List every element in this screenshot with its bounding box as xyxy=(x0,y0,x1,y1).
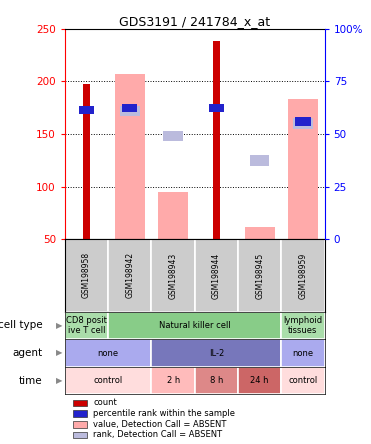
Bar xyxy=(108,239,151,312)
Bar xyxy=(151,367,195,394)
Bar xyxy=(65,312,108,339)
Text: control: control xyxy=(93,376,123,385)
Bar xyxy=(238,367,281,394)
Text: time: time xyxy=(19,376,43,386)
Bar xyxy=(213,41,220,239)
Text: GSM198959: GSM198959 xyxy=(299,252,308,298)
Text: GSM198945: GSM198945 xyxy=(255,252,264,298)
Text: lymphoid
tissues: lymphoid tissues xyxy=(283,316,322,335)
Bar xyxy=(250,155,269,166)
Text: 8 h: 8 h xyxy=(210,376,223,385)
Bar xyxy=(65,339,151,367)
Bar xyxy=(73,410,87,417)
Bar xyxy=(151,239,195,312)
Text: none: none xyxy=(98,349,119,357)
Text: GSM198943: GSM198943 xyxy=(169,252,178,298)
Text: GSM198942: GSM198942 xyxy=(125,252,134,298)
Text: CD8 posit
ive T cell: CD8 posit ive T cell xyxy=(66,316,107,335)
Text: percentile rank within the sample: percentile rank within the sample xyxy=(93,409,236,418)
Bar xyxy=(238,239,281,312)
Bar xyxy=(293,118,313,129)
Text: 24 h: 24 h xyxy=(250,376,269,385)
Bar xyxy=(79,106,94,114)
Title: GDS3191 / 241784_x_at: GDS3191 / 241784_x_at xyxy=(119,15,270,28)
Bar xyxy=(65,239,108,312)
Bar xyxy=(73,421,87,428)
Bar xyxy=(281,339,325,367)
Bar xyxy=(295,117,311,126)
Text: control: control xyxy=(288,376,318,385)
Text: GSM198958: GSM198958 xyxy=(82,252,91,298)
Bar xyxy=(281,312,325,339)
Bar xyxy=(108,312,281,339)
Text: 2 h: 2 h xyxy=(167,376,180,385)
Bar xyxy=(209,103,224,112)
Bar xyxy=(151,339,281,367)
Bar xyxy=(244,226,275,239)
Text: Natural killer cell: Natural killer cell xyxy=(159,321,231,330)
Text: none: none xyxy=(292,349,313,357)
Bar xyxy=(195,239,238,312)
Text: agent: agent xyxy=(13,348,43,358)
Bar xyxy=(195,367,238,394)
Text: count: count xyxy=(93,398,117,408)
Bar xyxy=(83,83,91,239)
Text: ▶: ▶ xyxy=(56,376,63,385)
Bar xyxy=(122,103,137,112)
Text: GSM198944: GSM198944 xyxy=(212,252,221,298)
Bar xyxy=(288,99,318,239)
Bar xyxy=(115,74,145,239)
Text: IL-2: IL-2 xyxy=(209,349,224,357)
Bar xyxy=(158,192,188,239)
Text: ▶: ▶ xyxy=(56,349,63,357)
Bar xyxy=(73,432,87,438)
Bar xyxy=(281,239,325,312)
Text: value, Detection Call = ABSENT: value, Detection Call = ABSENT xyxy=(93,420,227,429)
Bar xyxy=(65,367,151,394)
Bar xyxy=(163,131,183,142)
Text: ▶: ▶ xyxy=(56,321,63,330)
Bar xyxy=(73,400,87,406)
Bar xyxy=(120,106,139,116)
Text: rank, Detection Call = ABSENT: rank, Detection Call = ABSENT xyxy=(93,430,223,440)
Text: cell type: cell type xyxy=(0,321,43,330)
Bar xyxy=(281,367,325,394)
